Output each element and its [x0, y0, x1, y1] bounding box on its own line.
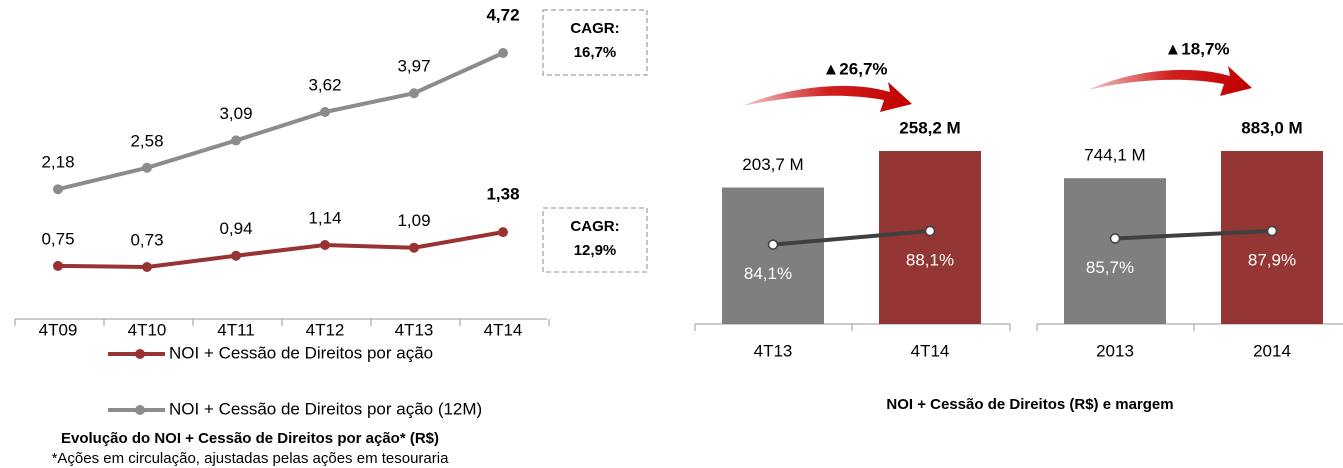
- data-label: 1,38: [486, 185, 519, 204]
- x-tick-label: 4T09: [39, 320, 78, 339]
- margin-point: [1266, 225, 1278, 237]
- point: [231, 250, 241, 261]
- margin-label: 85,7%: [1086, 258, 1134, 277]
- point: [231, 135, 241, 146]
- annotation: ▲18,7%: [1164, 39, 1229, 58]
- legend-marker: [135, 349, 145, 359]
- data-label: 3,09: [219, 104, 252, 123]
- point: [142, 262, 152, 272]
- legend-label: NOI + Cessão de Direitos por ação (12M): [169, 399, 482, 418]
- annotation: CAGR:: [570, 218, 619, 235]
- x-tick-label: 4T13: [395, 320, 434, 339]
- margin-label: 87,9%: [1248, 250, 1296, 269]
- data-label: 744,1 M: [1084, 146, 1145, 165]
- x-tick-label: 4T12: [306, 320, 345, 339]
- annotation-box: [542, 207, 648, 273]
- x-tick-label: 2014: [1253, 341, 1291, 360]
- legend-label: NOI + Cessão de Direitos por ação: [169, 343, 433, 362]
- data-label: 0,94: [219, 219, 252, 238]
- annotation-box: [542, 9, 648, 76]
- point: [498, 48, 508, 58]
- margin-point: [1109, 233, 1121, 244]
- margin-line: [1114, 229, 1273, 241]
- margin-point: [767, 239, 779, 250]
- series-line: [57, 230, 504, 270]
- data-label: 203,7 M: [742, 155, 803, 174]
- annotation: 12,9%: [574, 242, 617, 259]
- annotation: 16,7%: [574, 44, 617, 61]
- point: [498, 227, 508, 238]
- point: [142, 162, 152, 173]
- data-label: 0,73: [130, 230, 163, 249]
- data-label: 258,2 M: [899, 118, 960, 137]
- point: [53, 184, 63, 195]
- x-tick-label: 4T11: [217, 320, 255, 339]
- data-label: 2,58: [130, 131, 163, 150]
- data-label: 3,97: [397, 57, 430, 76]
- data-label: 0,75: [41, 229, 74, 248]
- chart-title: NOI + Cessão de Direitos (R$) e margem: [886, 396, 1173, 413]
- x-tick-label: 4T14: [911, 341, 950, 360]
- x-tick-label: 4T10: [128, 320, 167, 339]
- point: [409, 88, 419, 99]
- point: [320, 106, 330, 117]
- point: [320, 240, 330, 251]
- chart-title: Evolução do NOI + Cessão de Direitos por…: [61, 430, 439, 447]
- x-tick-label: 4T13: [754, 341, 793, 360]
- footnote: *Ações em circulação, ajustadas pelas aç…: [52, 450, 450, 467]
- point: [53, 260, 63, 271]
- annotation: CAGR:: [570, 20, 619, 37]
- arrow: [1088, 66, 1252, 96]
- margin-label: 88,1%: [906, 250, 954, 269]
- margin-line: [772, 229, 931, 247]
- bar: [879, 151, 981, 324]
- arrow: [742, 82, 912, 112]
- data-label: 883,0 M: [1241, 118, 1302, 137]
- x-tick-label: 4T14: [484, 320, 523, 339]
- legend-marker: [135, 405, 145, 415]
- data-label: 1,09: [397, 211, 430, 230]
- data-label: 2,18: [41, 153, 74, 172]
- x-tick-label: 2013: [1096, 341, 1134, 360]
- point: [409, 242, 419, 253]
- bar: [1221, 151, 1323, 324]
- annotation: ▲26,7%: [822, 59, 887, 78]
- margin-point: [924, 225, 936, 237]
- series-line: [57, 51, 504, 192]
- data-label: 1,14: [308, 208, 341, 227]
- margin-label: 84,1%: [744, 264, 792, 283]
- data-label: 3,62: [308, 75, 341, 94]
- bar: [722, 187, 824, 324]
- bar: [1064, 178, 1166, 324]
- data-label: 4,72: [486, 5, 519, 24]
